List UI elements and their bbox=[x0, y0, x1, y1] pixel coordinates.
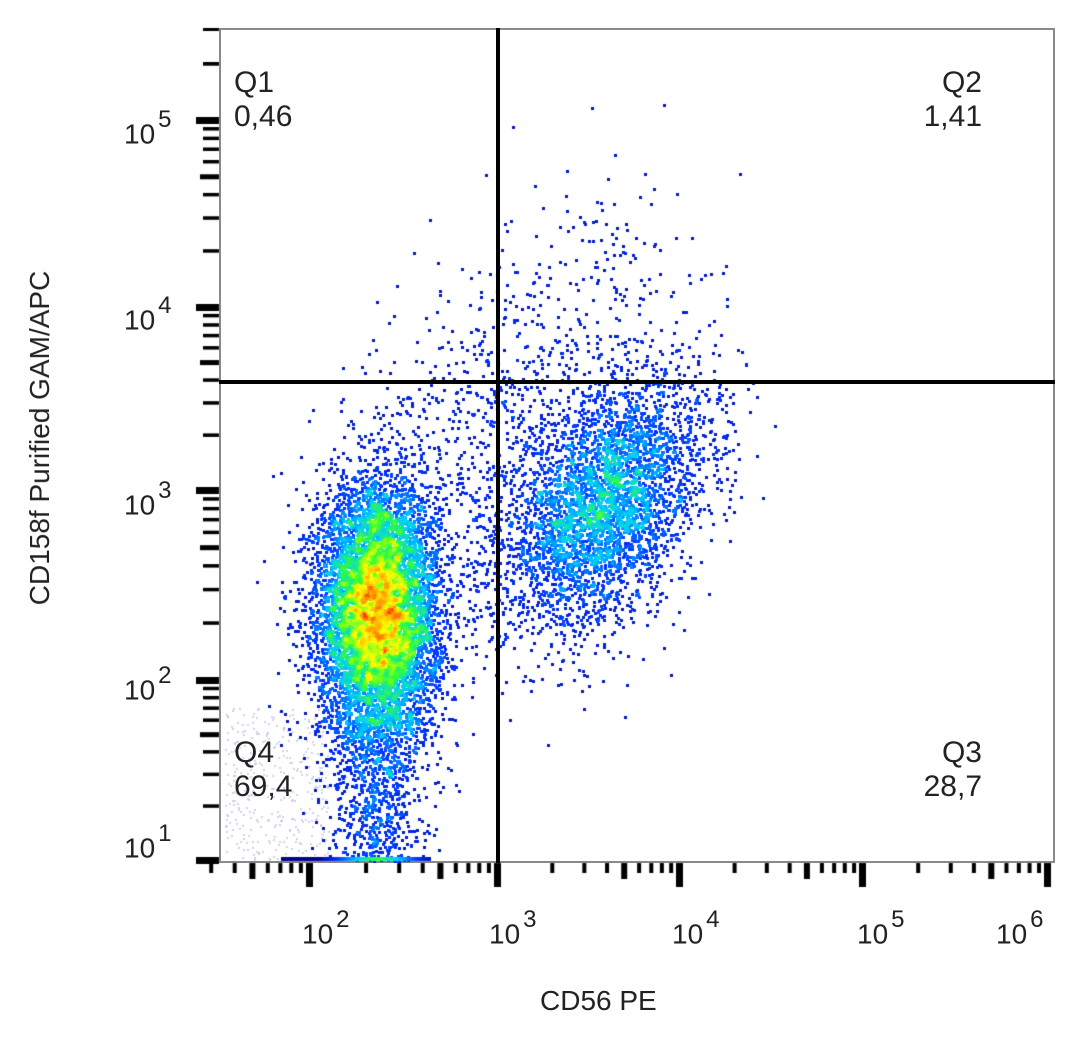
y-tick-label-1e5: 10 5 bbox=[124, 106, 172, 150]
x-tick-label-1e5: 10 5 bbox=[857, 906, 905, 950]
quadrant-q3-label: Q3 28,7 bbox=[880, 736, 982, 804]
x-tick-label-1e6: 10 6 bbox=[996, 906, 1044, 950]
quadrant-q2-label: Q2 1,41 bbox=[880, 66, 982, 134]
y-axis-title: CD158f Purified GAM/APC bbox=[24, 270, 55, 606]
x-tick-label-1e3: 10 3 bbox=[489, 906, 537, 950]
q3-name: Q3 bbox=[941, 736, 982, 769]
horizontal-quadrant-gate bbox=[219, 380, 1055, 384]
y-tick-label-1e4: 10 4 bbox=[124, 292, 172, 336]
q2-value: 1,41 bbox=[923, 100, 982, 133]
x-tick-label-1e4: 10 4 bbox=[672, 906, 720, 950]
q3-value: 28,7 bbox=[923, 770, 982, 803]
x-tick-label-1e2: 10 2 bbox=[302, 906, 350, 950]
x-axis-title: CD56 PE bbox=[540, 985, 657, 1016]
q4-value: 69,4 bbox=[234, 770, 293, 803]
q4-name: Q4 bbox=[234, 736, 275, 769]
y-tick-label-1e1: 10 1 bbox=[124, 820, 172, 864]
y-tick-label-1e3: 10 3 bbox=[124, 477, 172, 521]
quadrant-q4-label: Q4 69,4 bbox=[234, 736, 292, 804]
vertical-quadrant-gate bbox=[496, 28, 500, 863]
q1-value: 0,46 bbox=[234, 100, 293, 133]
q1-name: Q1 bbox=[234, 66, 275, 99]
quadrant-q1-label: Q1 0,46 bbox=[234, 66, 292, 134]
q2-name: Q2 bbox=[941, 66, 982, 99]
y-tick-label-1e2: 10 2 bbox=[124, 662, 172, 706]
